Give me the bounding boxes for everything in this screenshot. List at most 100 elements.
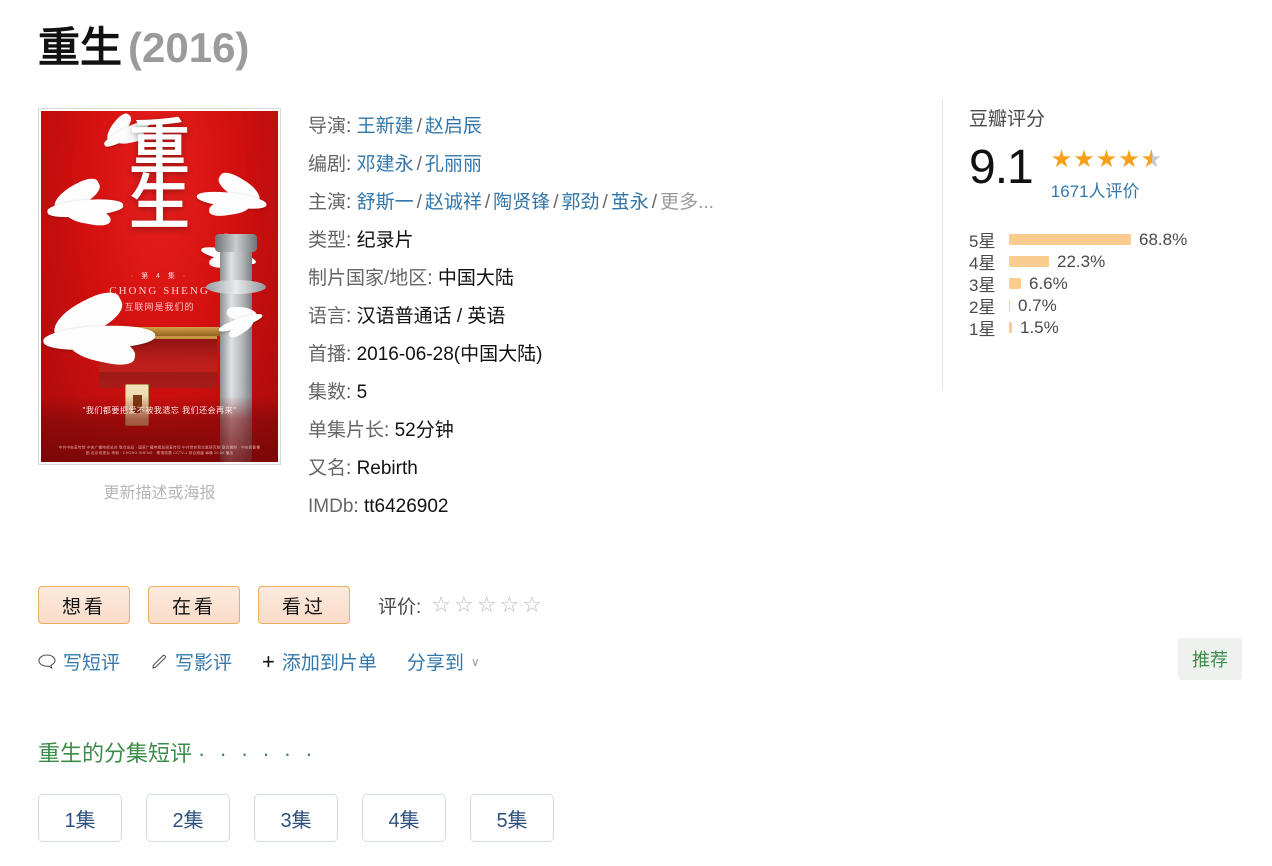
star-empty-icon[interactable]: ☆: [476, 592, 500, 617]
info-value: 5: [356, 382, 368, 403]
recommend-button[interactable]: 推荐: [1178, 638, 1242, 680]
rating-bar-row[interactable]: 1星 1.5%: [969, 316, 1242, 339]
star-empty-icon[interactable]: ☆: [431, 592, 455, 617]
star-empty-icon[interactable]: ☆: [499, 592, 523, 617]
info-row: 制片国家/地区: 中国大陆: [308, 268, 514, 289]
info-person-link[interactable]: 陶贤锋: [493, 192, 551, 213]
star-filled-icon: ★: [1073, 146, 1096, 173]
rating-bar-row[interactable]: 4星 22.3%: [969, 250, 1242, 273]
add-to-list[interactable]: + 添加到片单: [262, 648, 377, 675]
info-row: 又名: Rebirth: [308, 458, 418, 479]
write-long-review[interactable]: 写影评: [150, 648, 232, 675]
secondary-links-row: 写短评 写影评 + 添加到片单 分享到 ∨: [38, 648, 510, 675]
star-filled-icon: ★: [1050, 146, 1074, 173]
star-filled-icon: ★: [1095, 146, 1119, 173]
info-separator: /: [416, 192, 422, 213]
page-title: 重生 (2016): [38, 24, 249, 72]
write-short-review[interactable]: 写短评: [38, 648, 120, 675]
poster-quote: "我们都要把爱不被我遗忘 我们还会再来": [82, 406, 237, 415]
info-person-link[interactable]: 郭劲: [561, 192, 600, 213]
info-row: 编剧: 邓建永 / 孔丽丽: [308, 154, 482, 175]
rating-bar-row[interactable]: 2星 0.7%: [969, 294, 1242, 317]
action-buttons-row: 想看 在看 看过 评价: ☆☆☆☆☆: [38, 586, 545, 624]
plus-icon: +: [262, 648, 275, 674]
rating-score: 9.1: [969, 141, 1034, 194]
movie-title-cn: 重生: [38, 24, 123, 71]
info-key: IMDb: [308, 496, 354, 517]
episode-tab-2[interactable]: 2集: [146, 794, 230, 842]
movie-year: (2016): [128, 24, 250, 71]
rating-panel: 豆瓣评分 9.1 ★★★★★ 1671人评价 5星68.8%4星22.3%3星6…: [942, 100, 1242, 390]
info-row: 类型: 纪录片: [308, 230, 414, 251]
info-key: 导演: [308, 116, 347, 137]
rating-bar-percent: 1.5%: [1020, 317, 1059, 337]
rating-bar-fill: [1009, 299, 1010, 311]
share-label[interactable]: 分享到: [406, 653, 464, 674]
dove-icon: [41, 286, 157, 373]
episode-tab-3[interactable]: 3集: [254, 794, 338, 842]
star-empty-icon[interactable]: ☆: [522, 592, 545, 617]
info-more-link[interactable]: 更多...: [660, 192, 714, 213]
section-dots: · · · · · ·: [198, 741, 317, 766]
episode-reviews-section: 重生的分集短评 · · · · · · 1集 2集 3集 4集 5集: [38, 736, 578, 842]
episode-tab-1[interactable]: 1集: [38, 794, 122, 842]
write-long-review-label[interactable]: 写影评: [175, 653, 233, 674]
info-person-link[interactable]: 王新建: [356, 116, 414, 137]
movie-info-list: 导演: 王新建 / 赵启辰 编剧: 邓建永 / 孔丽丽 主演: 舒斯一 / 赵诚祥 / 陶贤锋 / 郭劲…: [308, 108, 908, 526]
rating-bar-label: 3星: [969, 275, 996, 295]
info-row: 首播: 2016-06-28(中国大陆): [308, 344, 543, 365]
rating-bar-track: 0.7%: [1009, 296, 1205, 315]
pencil-icon: [150, 653, 168, 671]
episode-tab-5[interactable]: 5集: [470, 794, 554, 842]
poster-en-title: CHONG SHENG: [109, 285, 210, 297]
movie-poster[interactable]: 重 生 · 第 4 集 · CHONG SHENG 互联网是我们的 "我们都要把…: [38, 108, 281, 465]
episode-section-title: 重生的分集短评 · · · · · ·: [38, 736, 578, 768]
info-person-link[interactable]: 舒斯一: [356, 192, 414, 213]
info-separator: /: [484, 192, 491, 213]
poster-char-1: 重: [129, 115, 190, 181]
info-person-link[interactable]: 邓建永: [356, 154, 414, 175]
info-person-link[interactable]: 赵诚祥: [424, 192, 482, 213]
share-dropdown[interactable]: 分享到 ∨: [407, 648, 480, 675]
inline-rating-widget: 评价: ☆☆☆☆☆: [378, 592, 545, 619]
info-value: 52分钟: [394, 420, 454, 441]
rating-bar-row[interactable]: 3星 6.6%: [969, 272, 1242, 295]
rate-stars-empty[interactable]: ☆☆☆☆☆: [431, 592, 545, 618]
star-half-icon: ★: [1141, 147, 1164, 174]
info-key: 编剧: [308, 154, 347, 175]
poster-fineprint: 中共中央宣传部 中央广播电视总台 联合出品 · 国家广播电视总局宣传司 中共党史…: [58, 444, 261, 455]
rating-bar-percent: 22.3%: [1057, 251, 1106, 271]
info-value: 纪录片: [356, 230, 414, 251]
movie-title-heading: 重生 (2016): [38, 24, 249, 72]
rating-bar-percent: 6.6%: [1029, 273, 1068, 293]
episode-tab-4[interactable]: 4集: [362, 794, 446, 842]
rating-bar-percent: 68.8%: [1139, 229, 1188, 249]
chevron-down-icon: ∨: [470, 654, 480, 669]
rating-bar-track: 68.8%: [1009, 230, 1205, 249]
poster-column: 重 生 · 第 4 集 · CHONG SHENG 互联网是我们的 "我们都要把…: [38, 108, 284, 503]
star-empty-icon[interactable]: ☆: [454, 592, 477, 617]
info-separator: /: [553, 192, 559, 213]
info-person-link[interactable]: 茧永: [610, 192, 649, 213]
info-value: tt6426902: [363, 496, 449, 517]
poster-char-2: 生: [129, 170, 190, 237]
rating-bar-fill: [1009, 233, 1131, 245]
action-button-2[interactable]: 在看: [148, 586, 240, 624]
update-poster-link[interactable]: 更新描述或海报: [103, 485, 216, 502]
write-short-review-label[interactable]: 写短评: [63, 653, 121, 674]
rating-bar-percent: 0.7%: [1018, 295, 1057, 315]
action-button-1[interactable]: 想看: [38, 586, 130, 624]
rate-label: 评价:: [378, 596, 422, 618]
action-button-3[interactable]: 看过: [258, 586, 350, 624]
info-value: 中国大陆: [437, 268, 514, 289]
info-value: 汉语普通话 / 英语: [356, 306, 506, 327]
add-to-list-label[interactable]: 添加到片单: [281, 653, 377, 674]
episode-section-title-text: 重生的分集短评: [38, 741, 193, 766]
info-person-link[interactable]: 赵启辰: [424, 116, 482, 137]
info-person-link[interactable]: 孔丽丽: [424, 154, 482, 175]
rating-bar-row[interactable]: 5星 68.8%: [969, 228, 1242, 251]
info-key: 集数: [308, 382, 347, 403]
rating-distribution-chart: 5星 68.8% 4星 22.3% 3星 6.6% 2星 0.7% 1星 1.5%: [969, 228, 1242, 339]
rating-count-link[interactable]: 1671人评价: [1050, 182, 1140, 201]
rating-bar-track: 6.6%: [1009, 274, 1205, 293]
